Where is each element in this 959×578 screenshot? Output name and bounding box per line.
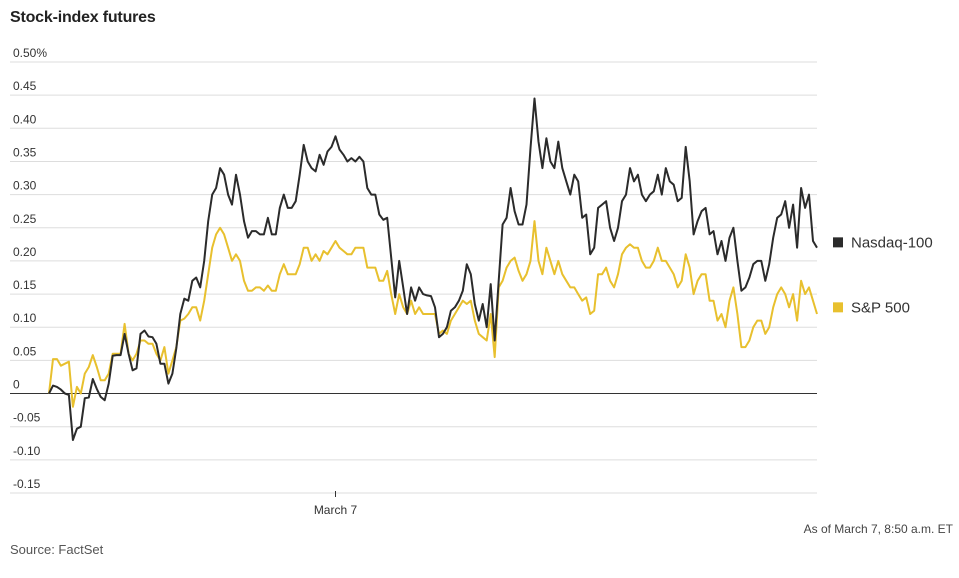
y-tick-label: 0.20: [13, 245, 37, 259]
series-lines: [48, 97, 818, 441]
legend-sp-500-swatch: [833, 302, 843, 313]
legend-nasdaq-100-swatch: [833, 237, 843, 248]
source-note: Source: FactSet: [10, 542, 104, 557]
y-tick-label: 0.25: [13, 212, 37, 226]
legend-nasdaq-100-label: Nasdaq-100: [851, 234, 933, 251]
y-tick-label: 0.40: [13, 112, 37, 126]
y-tick-label: 0.35: [13, 145, 37, 159]
x-axis: March 7: [314, 491, 358, 517]
y-tick-label: 0.10: [13, 311, 37, 325]
y-tick-label: 0.15: [13, 278, 37, 292]
legend-sp-500-label: S&P 500: [851, 299, 910, 316]
legend: Nasdaq-100 S&P 500: [833, 234, 933, 316]
y-tick-label: -0.15: [13, 477, 41, 491]
timestamp-note: As of March 7, 8:50 a.m. ET: [803, 522, 953, 536]
y-tick-label: 0: [13, 378, 20, 392]
chart-title: Stock-index futures: [10, 9, 156, 26]
gridlines: [10, 61, 817, 494]
y-tick-label: 0.45: [13, 79, 37, 93]
x-tick-label: March 7: [314, 503, 358, 517]
y-tick-label: -0.10: [13, 444, 41, 458]
y-tick-label: 0.05: [13, 344, 37, 358]
y-tick-label: -0.05: [13, 411, 41, 425]
series-line-nasdaq-100: [48, 97, 818, 441]
y-tick-label: 0.30: [13, 179, 37, 193]
y-tick-label: 0.50%: [13, 46, 47, 60]
series-line-sp-500: [48, 220, 818, 408]
y-axis-tick-labels: 0.50% 0.45 0.40 0.35 0.30 0.25 0.20 0.15 0.10 0.0…: [13, 46, 47, 491]
